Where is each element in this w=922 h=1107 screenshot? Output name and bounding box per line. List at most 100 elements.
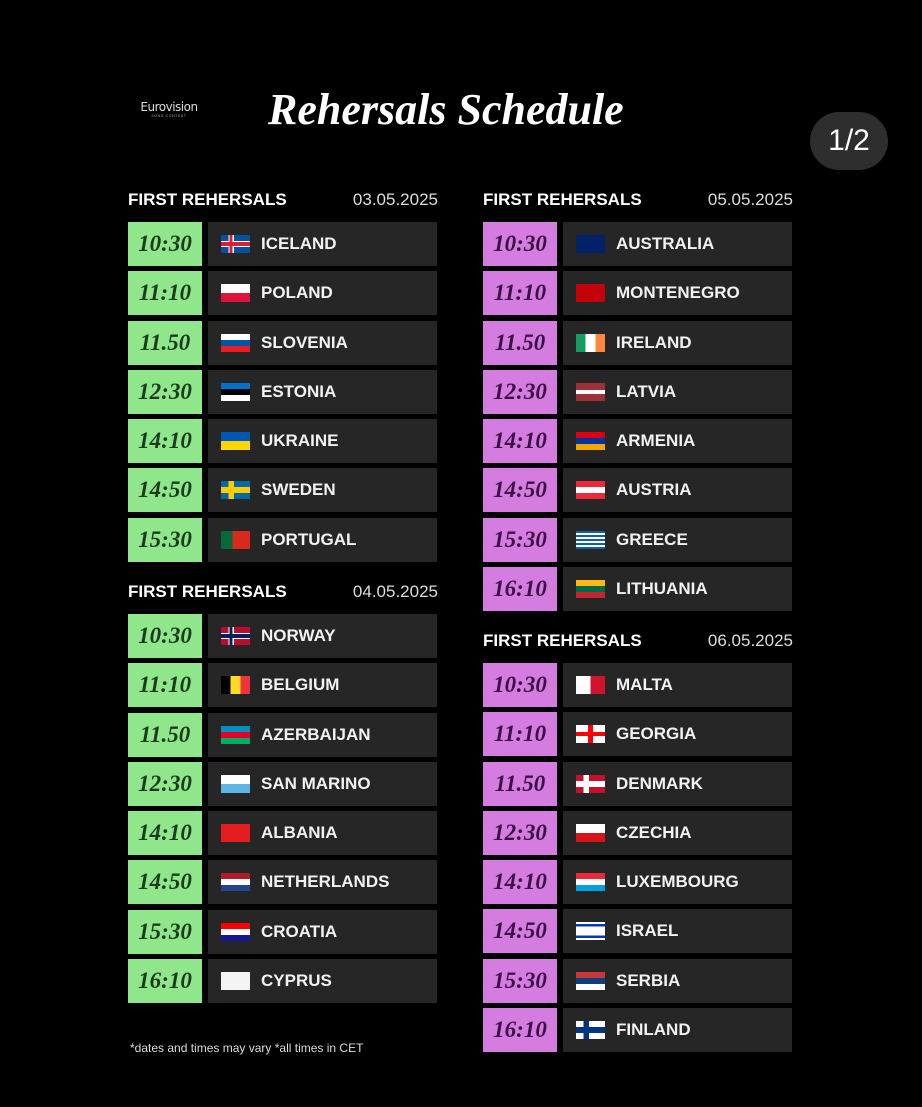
schedule-row: 12:30 SAN MARINO xyxy=(128,761,438,806)
time-slot: 16:10 xyxy=(483,567,557,612)
schedule-row: 12:30 ESTONIA xyxy=(128,369,438,414)
country-cell: CZECHIA xyxy=(563,810,792,855)
flag-armenia-icon xyxy=(576,432,605,451)
flag-israel-icon xyxy=(576,922,605,941)
country-name: DENMARK xyxy=(616,773,703,793)
time-slot: 14:10 xyxy=(128,811,202,856)
time-slot: 12:30 xyxy=(128,761,202,806)
time-slot: 10:30 xyxy=(483,663,557,707)
schedule-row: 11.50 AZERBAIJAN xyxy=(128,712,438,757)
country-name: MONTENEGRO xyxy=(616,283,740,303)
country-name: BELGIUM xyxy=(261,675,340,695)
schedule-row: 14:10 UKRAINE xyxy=(128,419,438,464)
schedule-row: 11:10 GEORGIA xyxy=(483,712,793,757)
flag-georgia-icon xyxy=(576,725,605,744)
country-cell: ESTONIA xyxy=(208,369,437,414)
flag-montenegro-icon xyxy=(576,284,605,303)
schedule-row: 10:30 AUSTRALIA xyxy=(483,222,793,266)
flag-czechia-icon xyxy=(576,823,605,842)
country-cell: BELGIUM xyxy=(208,663,437,708)
country-cell: UKRAINE xyxy=(208,419,437,464)
country-cell: ALBANIA xyxy=(208,811,437,856)
country-name: LUXEMBOURG xyxy=(616,872,739,892)
flag-iceland-icon xyxy=(221,235,250,253)
country-cell: AZERBAIJAN xyxy=(208,712,437,757)
schedule-section: FIRST REHERSALS 06.05.2025 10:30 MALTA 1… xyxy=(483,619,793,1057)
country-name: LATVIA xyxy=(616,381,677,401)
schedule-row: 11:10 MONTENEGRO xyxy=(483,271,793,316)
country-name: SWEDEN xyxy=(261,480,336,500)
flag-netherlands-icon xyxy=(221,873,250,892)
flag-serbia-icon xyxy=(576,971,605,990)
time-slot: 11.50 xyxy=(128,320,202,365)
flag-ireland-icon xyxy=(576,333,605,352)
country-cell: LITHUANIA xyxy=(563,567,792,612)
schedule-row: 10:30 ICELAND xyxy=(128,222,438,266)
section-date: 03.05.2025 xyxy=(352,190,438,209)
schedule-section: FIRST REHERSALS 04.05.2025 10:30 NORWAY … xyxy=(128,570,438,1008)
time-slot: 11.50 xyxy=(483,320,557,365)
schedule-row: 14:50 ISRAEL xyxy=(483,909,793,954)
flag-lithuania-icon xyxy=(576,580,605,599)
flag-australia-icon xyxy=(576,235,605,253)
flag-cyprus-icon xyxy=(221,972,250,991)
page-title: Rehersals Schedule xyxy=(268,85,624,134)
schedule-section: FIRST REHERSALS 05.05.2025 10:30 AUSTRAL… xyxy=(483,178,793,616)
flag-malta-icon xyxy=(576,676,605,694)
schedule-row: 10:30 NORWAY xyxy=(128,614,438,658)
schedule-row: 11.50 SLOVENIA xyxy=(128,320,438,365)
country-name: ISRAEL xyxy=(616,921,679,941)
time-slot: 11:10 xyxy=(128,271,202,316)
country-cell: NORWAY xyxy=(208,614,437,658)
schedule-row: 12:30 LATVIA xyxy=(483,369,793,414)
section-date: 04.05.2025 xyxy=(352,582,438,601)
section-title: FIRST REHERSALS xyxy=(483,631,642,650)
flag-azerbaijan-icon xyxy=(221,725,250,744)
country-name: SERBIA xyxy=(616,970,681,990)
footnote: *dates and times may vary *all times in … xyxy=(130,1041,364,1055)
time-slot: 14:10 xyxy=(128,419,202,464)
country-name: CZECHIA xyxy=(616,822,692,842)
flag-san-marino-icon xyxy=(221,774,250,793)
country-name: SAN MARINO xyxy=(261,773,371,793)
country-name: CYPRUS xyxy=(261,971,332,991)
schedule-row: 14:50 SWEDEN xyxy=(128,468,438,513)
country-name: UKRAINE xyxy=(261,431,339,451)
flag-croatia-icon xyxy=(221,922,250,941)
schedule-row: 15:30 SERBIA xyxy=(483,958,793,1003)
section-date: 05.05.2025 xyxy=(707,190,793,209)
country-cell: CYPRUS xyxy=(208,959,437,1004)
flag-poland-icon xyxy=(221,284,250,303)
country-name: MALTA xyxy=(616,675,673,694)
schedule-row: 14:50 NETHERLANDS xyxy=(128,860,438,905)
schedule-row: 16:10 FINLAND xyxy=(483,1008,793,1053)
country-cell: SLOVENIA xyxy=(208,320,437,365)
logo-text: Eurovision xyxy=(140,100,198,114)
country-cell: AUSTRIA xyxy=(563,468,792,513)
section-header: FIRST REHERSALS 06.05.2025 xyxy=(483,619,793,663)
schedule-row: 11:10 POLAND xyxy=(128,271,438,316)
flag-ukraine-icon xyxy=(221,432,250,451)
flag-greece-icon xyxy=(576,530,605,549)
section-title: FIRST REHERSALS xyxy=(128,582,287,601)
country-cell: POLAND xyxy=(208,271,437,316)
country-cell: NETHERLANDS xyxy=(208,860,437,905)
flag-finland-icon xyxy=(576,1021,605,1040)
flag-sweden-icon xyxy=(221,481,250,500)
country-name: AUSTRIA xyxy=(616,480,692,500)
time-slot: 16:10 xyxy=(128,959,202,1004)
flag-norway-icon xyxy=(221,627,250,645)
schedule-row: 10:30 MALTA xyxy=(483,663,793,707)
schedule-section: FIRST REHERSALS 03.05.2025 10:30 ICELAND… xyxy=(128,178,438,567)
country-cell: SAN MARINO xyxy=(208,761,437,806)
country-name: NORWAY xyxy=(261,626,336,645)
flag-luxembourg-icon xyxy=(576,873,605,892)
schedule-row: 16:10 LITHUANIA xyxy=(483,567,793,612)
country-name: NETHERLANDS xyxy=(261,872,390,892)
country-cell: AUSTRALIA xyxy=(563,222,792,266)
time-slot: 10:30 xyxy=(128,222,202,266)
schedule-row: 16:10 CYPRUS xyxy=(128,959,438,1004)
country-name: FINLAND xyxy=(616,1020,691,1040)
flag-latvia-icon xyxy=(576,382,605,401)
country-cell: ISRAEL xyxy=(563,909,792,954)
